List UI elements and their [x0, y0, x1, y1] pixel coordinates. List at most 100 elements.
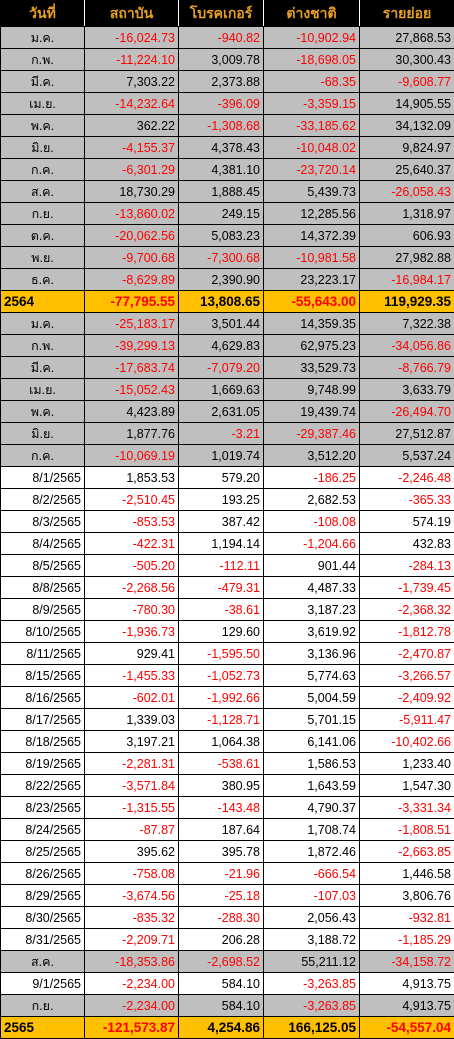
cell-retail: -10,402.66	[360, 731, 454, 753]
row-label: 8/29/2565	[1, 885, 85, 907]
cell-broker: 129.60	[179, 621, 264, 643]
cell-retail: 9,824.97	[360, 137, 454, 159]
row-label: 2565	[1, 1017, 85, 1039]
cell-foreign: 62,975.23	[264, 335, 360, 357]
cell-foreign: -18,698.05	[264, 49, 360, 71]
cell-broker: -940.82	[179, 27, 264, 49]
cell-foreign: 4,790.37	[264, 797, 360, 819]
row-label: 8/2/2565	[1, 489, 85, 511]
cell-foreign: 5,774.63	[264, 665, 360, 687]
cell-institution: -39,299.13	[85, 335, 179, 357]
cell-broker: -7,079.20	[179, 357, 264, 379]
row-label: พ.ค.	[1, 401, 85, 423]
cell-broker: -1,128.71	[179, 709, 264, 731]
cell-retail: -1,808.51	[360, 819, 454, 841]
row-label: 8/16/2565	[1, 687, 85, 709]
cell-foreign: -10,981.58	[264, 247, 360, 269]
cell-institution: -13,860.02	[85, 203, 179, 225]
cell-retail: 1,318.97	[360, 203, 454, 225]
cell-institution: -87.87	[85, 819, 179, 841]
cell-broker: -7,300.68	[179, 247, 264, 269]
row-label: 8/1/2565	[1, 467, 85, 489]
row-label: ธ.ค.	[1, 269, 85, 291]
cell-retail: -284.13	[360, 555, 454, 577]
cell-retail: -54,557.04	[360, 1017, 454, 1039]
cell-broker: -21.96	[179, 863, 264, 885]
row-label: พ.ค.	[1, 115, 85, 137]
cell-retail: -932.81	[360, 907, 454, 929]
cell-retail: -2,368.32	[360, 599, 454, 621]
row-label: มี.ค.	[1, 71, 85, 93]
row-label: 8/3/2565	[1, 511, 85, 533]
cell-retail: -2,409.92	[360, 687, 454, 709]
row-label: มิ.ย.	[1, 423, 85, 445]
row-label: ก.ย.	[1, 995, 85, 1017]
cell-broker: 1,064.38	[179, 731, 264, 753]
cell-institution: -15,052.43	[85, 379, 179, 401]
cell-institution: -780.30	[85, 599, 179, 621]
cell-retail: 3,633.79	[360, 379, 454, 401]
cell-institution: -2,234.00	[85, 995, 179, 1017]
cell-foreign: -29,387.46	[264, 423, 360, 445]
row-label: 8/19/2565	[1, 753, 85, 775]
cell-broker: 193.25	[179, 489, 264, 511]
cell-retail: -3,266.57	[360, 665, 454, 687]
cell-institution: -77,795.55	[85, 291, 179, 313]
cell-retail: -34,056.86	[360, 335, 454, 357]
cell-foreign: -108.08	[264, 511, 360, 533]
row-label: 8/9/2565	[1, 599, 85, 621]
cell-institution: -1,455.33	[85, 665, 179, 687]
cell-broker: 1,669.63	[179, 379, 264, 401]
cell-institution: -17,683.74	[85, 357, 179, 379]
row-label: 8/10/2565	[1, 621, 85, 643]
row-label: 8/23/2565	[1, 797, 85, 819]
cell-retail: -26,058.43	[360, 181, 454, 203]
cell-broker: 2,631.05	[179, 401, 264, 423]
header-institution: สถาบัน	[85, 1, 179, 27]
cell-foreign: 3,619.92	[264, 621, 360, 643]
row-label: 8/15/2565	[1, 665, 85, 687]
cell-foreign: 14,359.35	[264, 313, 360, 335]
cell-broker: -38.61	[179, 599, 264, 621]
cell-foreign: 5,004.59	[264, 687, 360, 709]
header-row: วันที่ สถาบัน โบรคเกอร์ ต่างชาติ รายย่อย	[1, 1, 454, 27]
row-label: 8/31/2565	[1, 929, 85, 951]
cell-institution: -121,573.87	[85, 1017, 179, 1039]
row-label: 8/26/2565	[1, 863, 85, 885]
cell-foreign: -23,720.14	[264, 159, 360, 181]
cell-foreign: 1,872.46	[264, 841, 360, 863]
cell-foreign: 1,643.59	[264, 775, 360, 797]
row-label: 2564	[1, 291, 85, 313]
cell-retail: -2,663.85	[360, 841, 454, 863]
cell-institution: -14,232.64	[85, 93, 179, 115]
cell-retail: -1,185.29	[360, 929, 454, 951]
row-label: 8/11/2565	[1, 643, 85, 665]
cell-broker: -112.11	[179, 555, 264, 577]
cell-broker: 3,009.78	[179, 49, 264, 71]
cell-broker: 387.42	[179, 511, 264, 533]
cell-retail: 432.83	[360, 533, 454, 555]
cell-retail: 30,300.43	[360, 49, 454, 71]
row-label: พ.ย.	[1, 247, 85, 269]
cell-broker: -25.18	[179, 885, 264, 907]
cell-institution: 1,853.53	[85, 467, 179, 489]
header-date: วันที่	[1, 1, 85, 27]
